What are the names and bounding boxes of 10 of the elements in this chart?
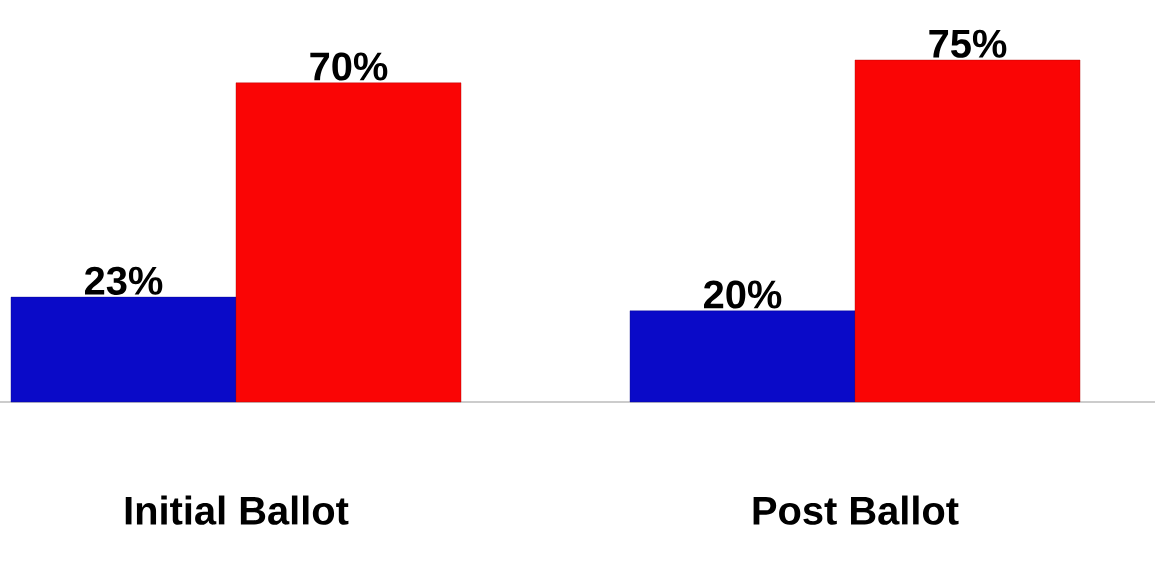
data-label: 20% bbox=[704, 280, 782, 309]
bar bbox=[629, 310, 856, 403]
x-tick-label: Post Ballot bbox=[753, 495, 959, 525]
bar bbox=[854, 59, 1081, 403]
bar bbox=[10, 296, 237, 403]
data-label: 75% bbox=[929, 29, 1007, 58]
data-label: 23% bbox=[85, 266, 163, 295]
bar bbox=[235, 82, 462, 403]
x-tick-label: Initial Ballot bbox=[125, 495, 349, 525]
data-label: 70% bbox=[310, 52, 388, 81]
